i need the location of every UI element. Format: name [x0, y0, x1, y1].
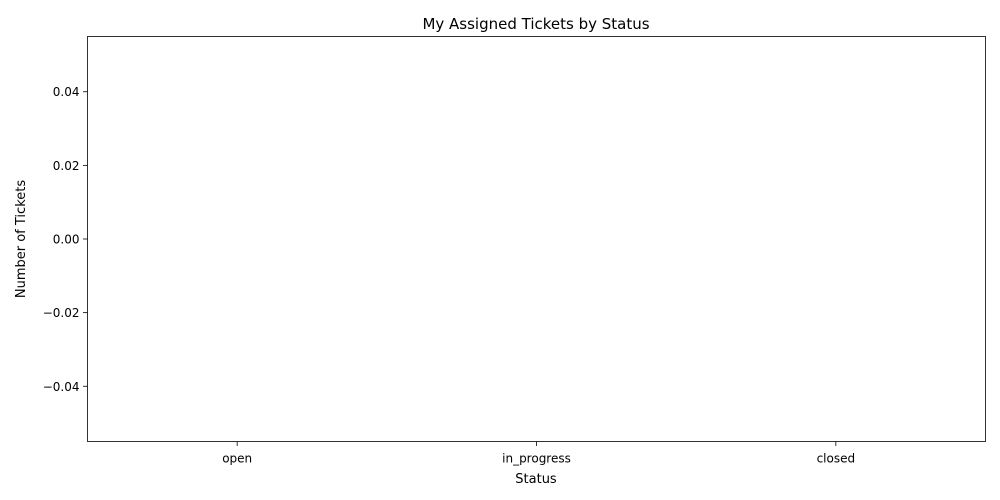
- y-tick-label: 0.02: [53, 159, 80, 173]
- y-tick-label: 0.00: [53, 233, 80, 247]
- y-tick-label: −0.04: [43, 380, 80, 394]
- chart-title: My Assigned Tickets by Status: [422, 15, 649, 33]
- plot-area: [87, 36, 986, 442]
- x-axis-label: Status: [515, 472, 557, 487]
- y-tick-label: −0.02: [43, 306, 80, 320]
- y-tick-label: 0.04: [53, 85, 80, 99]
- y-axis-ticks: −0.04 −0.02 0.00 0.02 0.04: [43, 85, 88, 394]
- x-tick-label: open: [222, 452, 252, 466]
- y-axis-label: Number of Tickets: [14, 180, 29, 298]
- axes-frame: [87, 36, 986, 442]
- x-tick-label: in_progress: [502, 452, 571, 466]
- x-tick-label: closed: [817, 452, 856, 466]
- x-axis-ticks: open in_progress closed: [222, 441, 856, 466]
